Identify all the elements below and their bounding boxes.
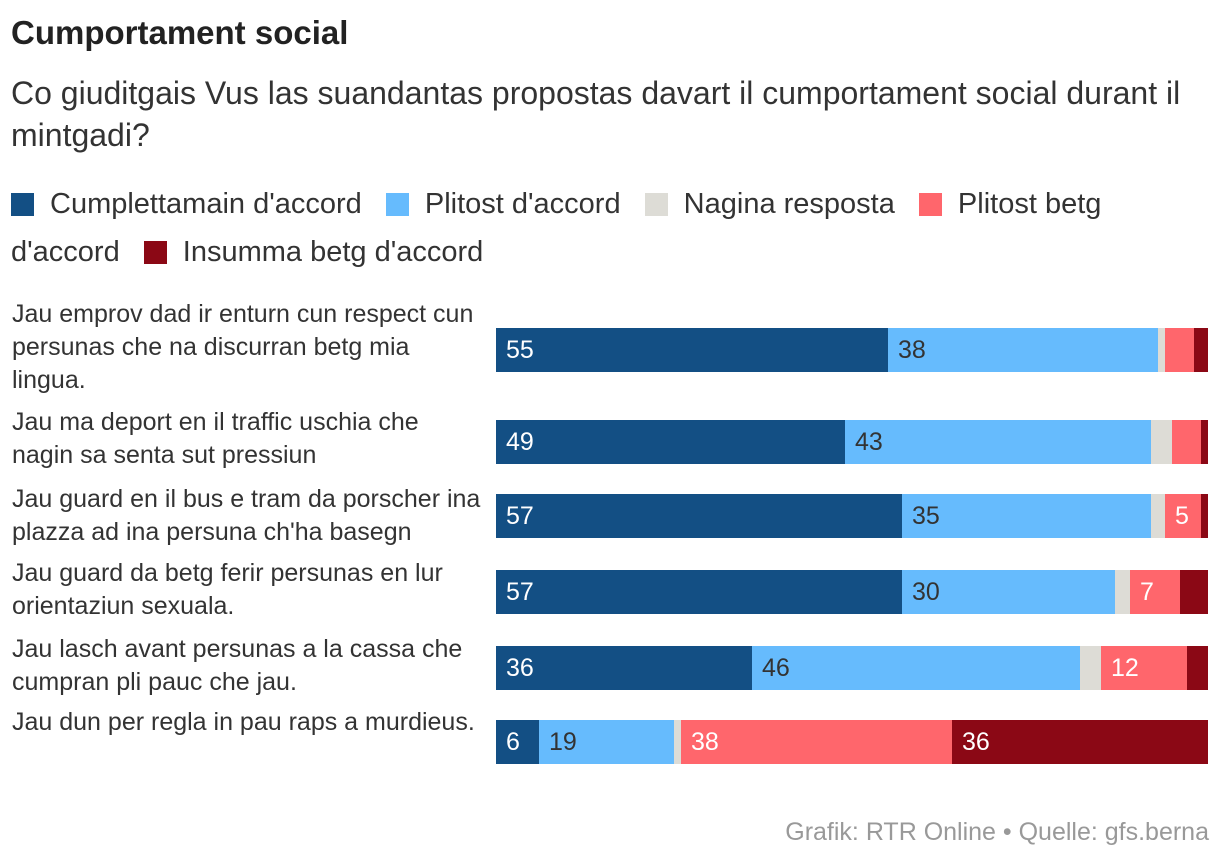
bar-value-label: 36 bbox=[962, 728, 990, 756]
bar-segment bbox=[902, 494, 1151, 538]
legend-item-plitost-betg: Plitost betg d'accord bbox=[11, 188, 1101, 268]
bar-value-label: 7 bbox=[1140, 578, 1154, 606]
bar-value-label: 38 bbox=[691, 728, 719, 756]
category-label: Jau guard en il bus e tram da porscher i… bbox=[12, 485, 481, 546]
bar-segment bbox=[1115, 570, 1130, 614]
bar-segment bbox=[1151, 420, 1172, 464]
category-label: Jau lasch avant persunas a la cassa che … bbox=[12, 635, 463, 696]
chart-title: Cumportament social bbox=[11, 14, 349, 51]
bar-segment bbox=[1165, 328, 1194, 372]
bar-segment bbox=[888, 328, 1158, 372]
chart-legend: Cumplettamain d'accord Plitost d'accord … bbox=[11, 180, 1161, 276]
source-note: Grafik: RTR Online • Quelle: gfs.berna bbox=[785, 818, 1209, 846]
bar-segment bbox=[496, 720, 539, 764]
bar-segment bbox=[496, 328, 888, 372]
legend-swatch bbox=[385, 193, 409, 216]
legend-swatch bbox=[143, 241, 167, 264]
bar-value-label: 55 bbox=[506, 336, 534, 364]
category-label: Jau dun per regla in pau raps a murdieus… bbox=[12, 708, 475, 736]
bar-row: 57 35 5 bbox=[496, 494, 1208, 538]
bar-value-label: 43 bbox=[855, 428, 883, 456]
bar-value-label: 46 bbox=[762, 654, 790, 682]
category-label: Jau guard da betg ferir persunas en lur … bbox=[12, 559, 443, 620]
bar-value-label: 19 bbox=[549, 728, 577, 756]
bar-value-label: 57 bbox=[506, 502, 534, 530]
bar-value-label: 12 bbox=[1111, 654, 1139, 682]
bar-row: 36 46 12 bbox=[496, 646, 1208, 690]
bar-row: 57 30 7 bbox=[496, 570, 1208, 614]
bar-segment bbox=[1158, 328, 1165, 372]
category-label: Jau ma deport en il traffic uschia che n… bbox=[12, 408, 419, 469]
bar-value-label: 6 bbox=[506, 728, 520, 756]
legend-item-cumplettamain: Cumplettamain d'accord bbox=[11, 188, 362, 220]
bar-segment bbox=[952, 720, 1208, 764]
bar-segment bbox=[845, 420, 1151, 464]
bar-segment bbox=[1151, 494, 1165, 538]
legend-swatch bbox=[918, 193, 942, 216]
bar-value-label: 38 bbox=[898, 336, 926, 364]
bar-segment bbox=[681, 720, 952, 764]
bar-row: 49 43 bbox=[496, 420, 1208, 464]
legend-item-nagina-resposta: Nagina resposta bbox=[644, 188, 895, 220]
legend-swatch bbox=[644, 193, 668, 216]
legend-swatch bbox=[11, 193, 34, 216]
legend-label: Insumma betg d'accord bbox=[182, 236, 484, 268]
bar-segment bbox=[1172, 420, 1201, 464]
bar-segment bbox=[1201, 494, 1208, 538]
bar-segment bbox=[496, 494, 902, 538]
bar-value-label: 49 bbox=[506, 428, 534, 456]
legend-label: Nagina resposta bbox=[683, 188, 895, 220]
bar-value-label: 30 bbox=[912, 578, 940, 606]
bar-segment bbox=[1130, 570, 1180, 614]
category-label: Jau emprov dad ir enturn cun respect cun… bbox=[12, 300, 474, 394]
bar-segment bbox=[1187, 646, 1208, 690]
bar-value-label: 5 bbox=[1175, 502, 1189, 530]
bar-segment bbox=[539, 720, 674, 764]
legend-label: Plitost betg d'accord bbox=[11, 188, 1102, 268]
bar-segment bbox=[1180, 570, 1208, 614]
bar-value-label: 57 bbox=[506, 578, 534, 606]
bar-segment bbox=[1194, 328, 1208, 372]
bar-row: 6 19 38 36 bbox=[496, 720, 1208, 764]
legend-label: Plitost d'accord bbox=[424, 188, 621, 220]
legend-item-insumma-betg: Insumma betg d'accord bbox=[143, 236, 484, 268]
bar-value-label: 36 bbox=[506, 654, 534, 682]
bar-segment bbox=[496, 570, 902, 614]
bar-segment bbox=[1201, 420, 1208, 464]
legend-label: Cumplettamain d'accord bbox=[50, 188, 362, 220]
bar-value-label: 35 bbox=[912, 502, 940, 530]
bar-segment bbox=[902, 570, 1115, 614]
legend-item-plitost-accord: Plitost d'accord bbox=[385, 188, 621, 220]
bar-segment bbox=[496, 420, 845, 464]
bar-segment bbox=[674, 720, 681, 764]
bar-segment bbox=[1165, 494, 1201, 538]
bar-segment bbox=[496, 646, 752, 690]
bar-segment bbox=[752, 646, 1080, 690]
chart-subtitle: Co giuditgais Vus las suandantas propost… bbox=[11, 75, 1181, 153]
bar-segment bbox=[1101, 646, 1187, 690]
bar-segment bbox=[1080, 646, 1101, 690]
bar-row: 55 38 bbox=[496, 328, 1208, 372]
